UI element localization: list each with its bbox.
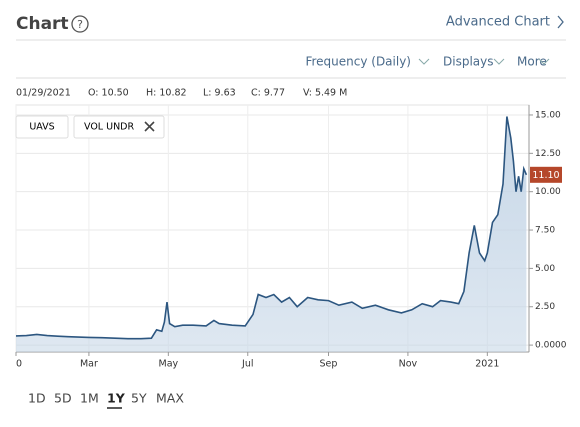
caret [493,58,505,65]
range-button[interactable]: 5Y [131,391,147,406]
help-icon[interactable] [71,15,89,33]
caret [538,58,550,65]
x-tick-label: Sep [320,359,338,370]
area-fill [16,116,527,352]
range-button[interactable]: 5D [54,391,72,406]
more-menu[interactable]: More [517,55,547,69]
range-button[interactable]: MAX [156,391,184,406]
y-tick-label: 7.50 [535,226,555,236]
price-badge [530,166,562,183]
legend-label: UAVS [29,122,54,133]
x-tick-label: Mar [80,359,98,370]
legend-label: VOL UNDR [84,122,134,133]
y-tick-label: 5.00 [535,264,555,274]
x-tick-label: Jul [241,359,253,370]
title: Chart [16,14,69,34]
displays-menu[interactable]: Displays [443,55,493,69]
help-mark[interactable]: ? [77,18,83,31]
ohlc-field: L: 9.63 [203,88,236,99]
x-tick-label: Nov [399,359,418,370]
ohlc-field: O: 10.50 [88,88,129,99]
price-badge-label: 11.10 [532,170,559,181]
range-button[interactable]: 1D [28,391,46,406]
remove-icon[interactable] [144,121,155,132]
y-tick-label: 2.50 [535,302,555,312]
y-tick-label: 12.50 [535,149,561,159]
advanced-chart-link[interactable]: Advanced Chart [446,15,550,30]
caret [418,58,430,65]
legend-chip[interactable] [73,115,165,139]
legend-chip[interactable] [15,115,69,139]
x-tick-label: 0 [16,359,22,370]
chevron [557,15,564,29]
y-tick-label: 15.00 [535,110,561,120]
x-tick-label: May [159,359,179,370]
range-button[interactable]: 1M [80,391,99,406]
price-line [15,116,528,340]
y-tick-label: 0.0000 [535,341,567,351]
ohlc-field: H: 10.82 [146,88,187,99]
ohlc-field: V: 5.49 M [303,88,347,99]
frequency-menu[interactable]: Frequency (Daily) [305,55,411,69]
x-tick-label: 2021 [475,359,499,370]
range-button[interactable]: 1Y [107,391,126,406]
ohlc-field: C: 9.77 [251,88,285,99]
y-tick-label: 10.00 [535,187,561,197]
ohlc-field: 01/29/2021 [16,88,71,99]
